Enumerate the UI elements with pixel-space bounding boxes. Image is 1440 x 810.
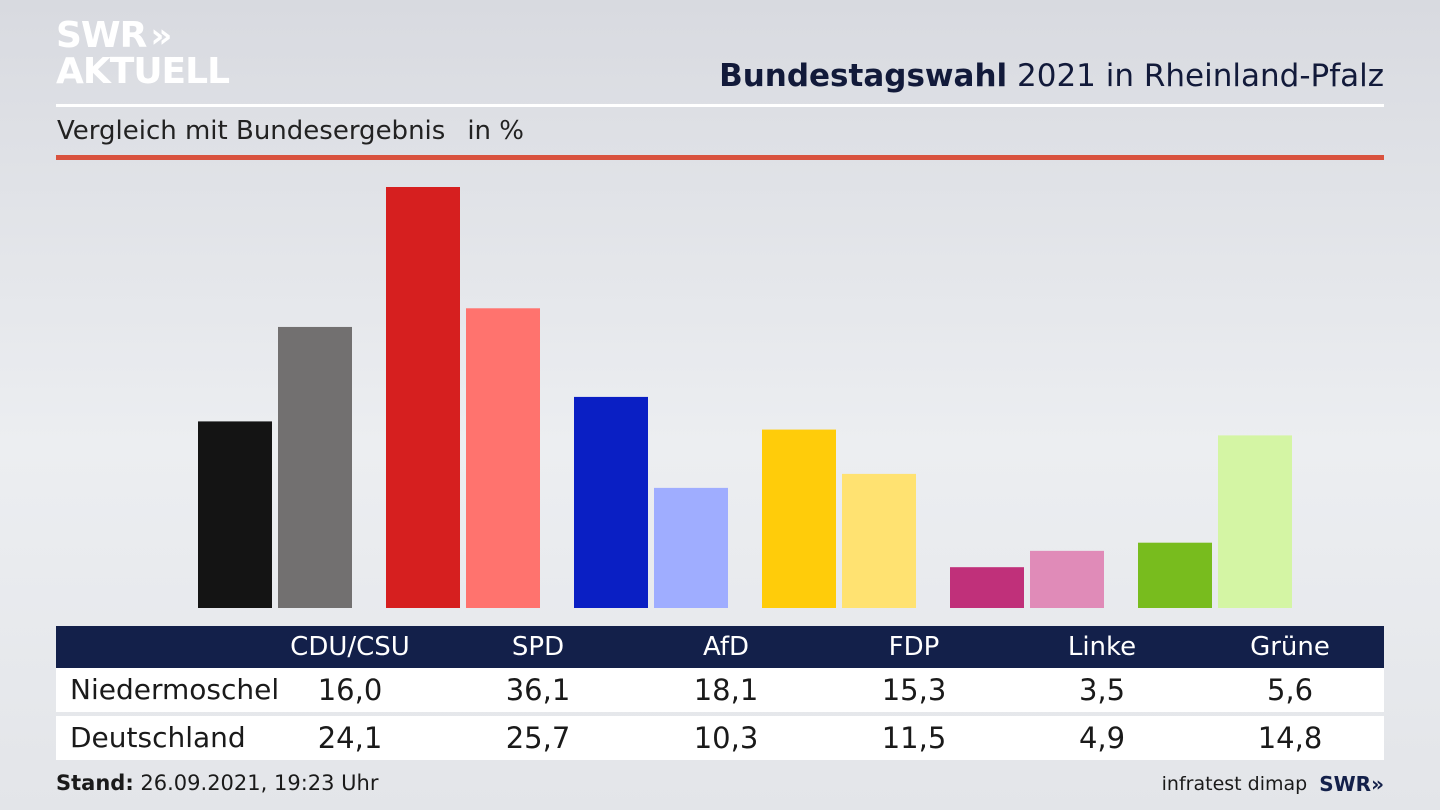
- bar-cducsu-deutschland: [278, 326, 352, 608]
- row-label: Deutschland: [70, 721, 246, 754]
- bar-linke-niedermoschel: [950, 567, 1024, 608]
- stand-value: 26.09.2021, 19:23 Uhr: [133, 771, 379, 795]
- column-header: FDP: [888, 632, 940, 662]
- header-divider-white: [56, 104, 1384, 107]
- bar-chart: [198, 187, 1292, 608]
- table-cell: 16,0: [317, 673, 383, 707]
- table-cell: 10,3: [693, 721, 759, 755]
- table-cell: 25,7: [505, 721, 571, 755]
- page-title-bold: Bundestagswahl: [719, 58, 1008, 94]
- column-header: CDU/CSU: [290, 632, 410, 662]
- table-cell: 4,9: [1078, 721, 1126, 755]
- source-credit: infratest dimap SWR»: [1162, 772, 1384, 796]
- bar-afd-deutschland: [654, 487, 728, 608]
- table-cell: 5,6: [1266, 673, 1314, 707]
- bar-cducsu-niedermoschel: [198, 421, 272, 608]
- stand-label: Stand:: [56, 771, 134, 795]
- table-header: CDU/CSU SPD AfD FDP Linke Grüne: [56, 626, 1384, 668]
- swr-aktuell-logo: SWR» AKTUELL: [56, 15, 230, 92]
- bar-fdp-niedermoschel: [762, 429, 836, 608]
- bar-linke-deutschland: [1030, 550, 1104, 608]
- column-header: Linke: [1067, 632, 1137, 662]
- bar-grüne-niedermoschel: [1138, 542, 1212, 608]
- column-header: Grüne: [1250, 632, 1330, 662]
- results-table: CDU/CSU SPD AfD FDP Linke Grüne Niedermoschel…: [56, 626, 1384, 760]
- swr-brand-logo: SWR»: [1319, 772, 1384, 796]
- table-cell: 18,1: [693, 673, 759, 707]
- page-title: Bundestagswahl 2021 in Rheinland-Pfalz: [719, 58, 1384, 94]
- bar-grüne-deutschland: [1218, 435, 1292, 608]
- logo-swr-text: SWR: [56, 15, 147, 56]
- row-label: Niedermoschel: [70, 673, 280, 706]
- bar-spd-niedermoschel: [386, 187, 460, 608]
- header-divider-red: [56, 155, 1384, 160]
- table-cell: 11,5: [881, 721, 947, 755]
- bar-spd-deutschland: [466, 308, 540, 608]
- logo-aktuell-text: AKTUELL: [56, 51, 230, 92]
- column-header: AfD: [702, 632, 750, 662]
- bar-fdp-deutschland: [842, 473, 916, 608]
- page-title-rest: 2021 in Rheinland-Pfalz: [1007, 58, 1384, 94]
- chart-subtitle: Vergleich mit Bundesergebnis in %: [57, 116, 524, 146]
- timestamp: Stand: 26.09.2021, 19:23 Uhr: [56, 771, 379, 795]
- subtitle-unit: in %: [467, 116, 524, 146]
- table-cell: 15,3: [881, 673, 947, 707]
- column-header: SPD: [511, 632, 565, 662]
- table-cell: 14,8: [1257, 721, 1323, 755]
- table-row-deutschland: Deutschland 24,1 25,7 10,3 11,5 4,9 14,8: [56, 716, 1384, 760]
- table-cell: 24,1: [317, 721, 383, 755]
- table-cell: 3,5: [1078, 673, 1126, 707]
- table-row-niedermoschel: Niedermoschel 16,0 36,1 18,1 15,3 3,5 5,6: [56, 668, 1384, 712]
- bar-afd-niedermoschel: [574, 396, 648, 608]
- source-text: infratest dimap: [1161, 773, 1308, 795]
- table-cell: 36,1: [505, 673, 571, 707]
- subtitle-text: Vergleich mit Bundesergebnis: [57, 116, 446, 146]
